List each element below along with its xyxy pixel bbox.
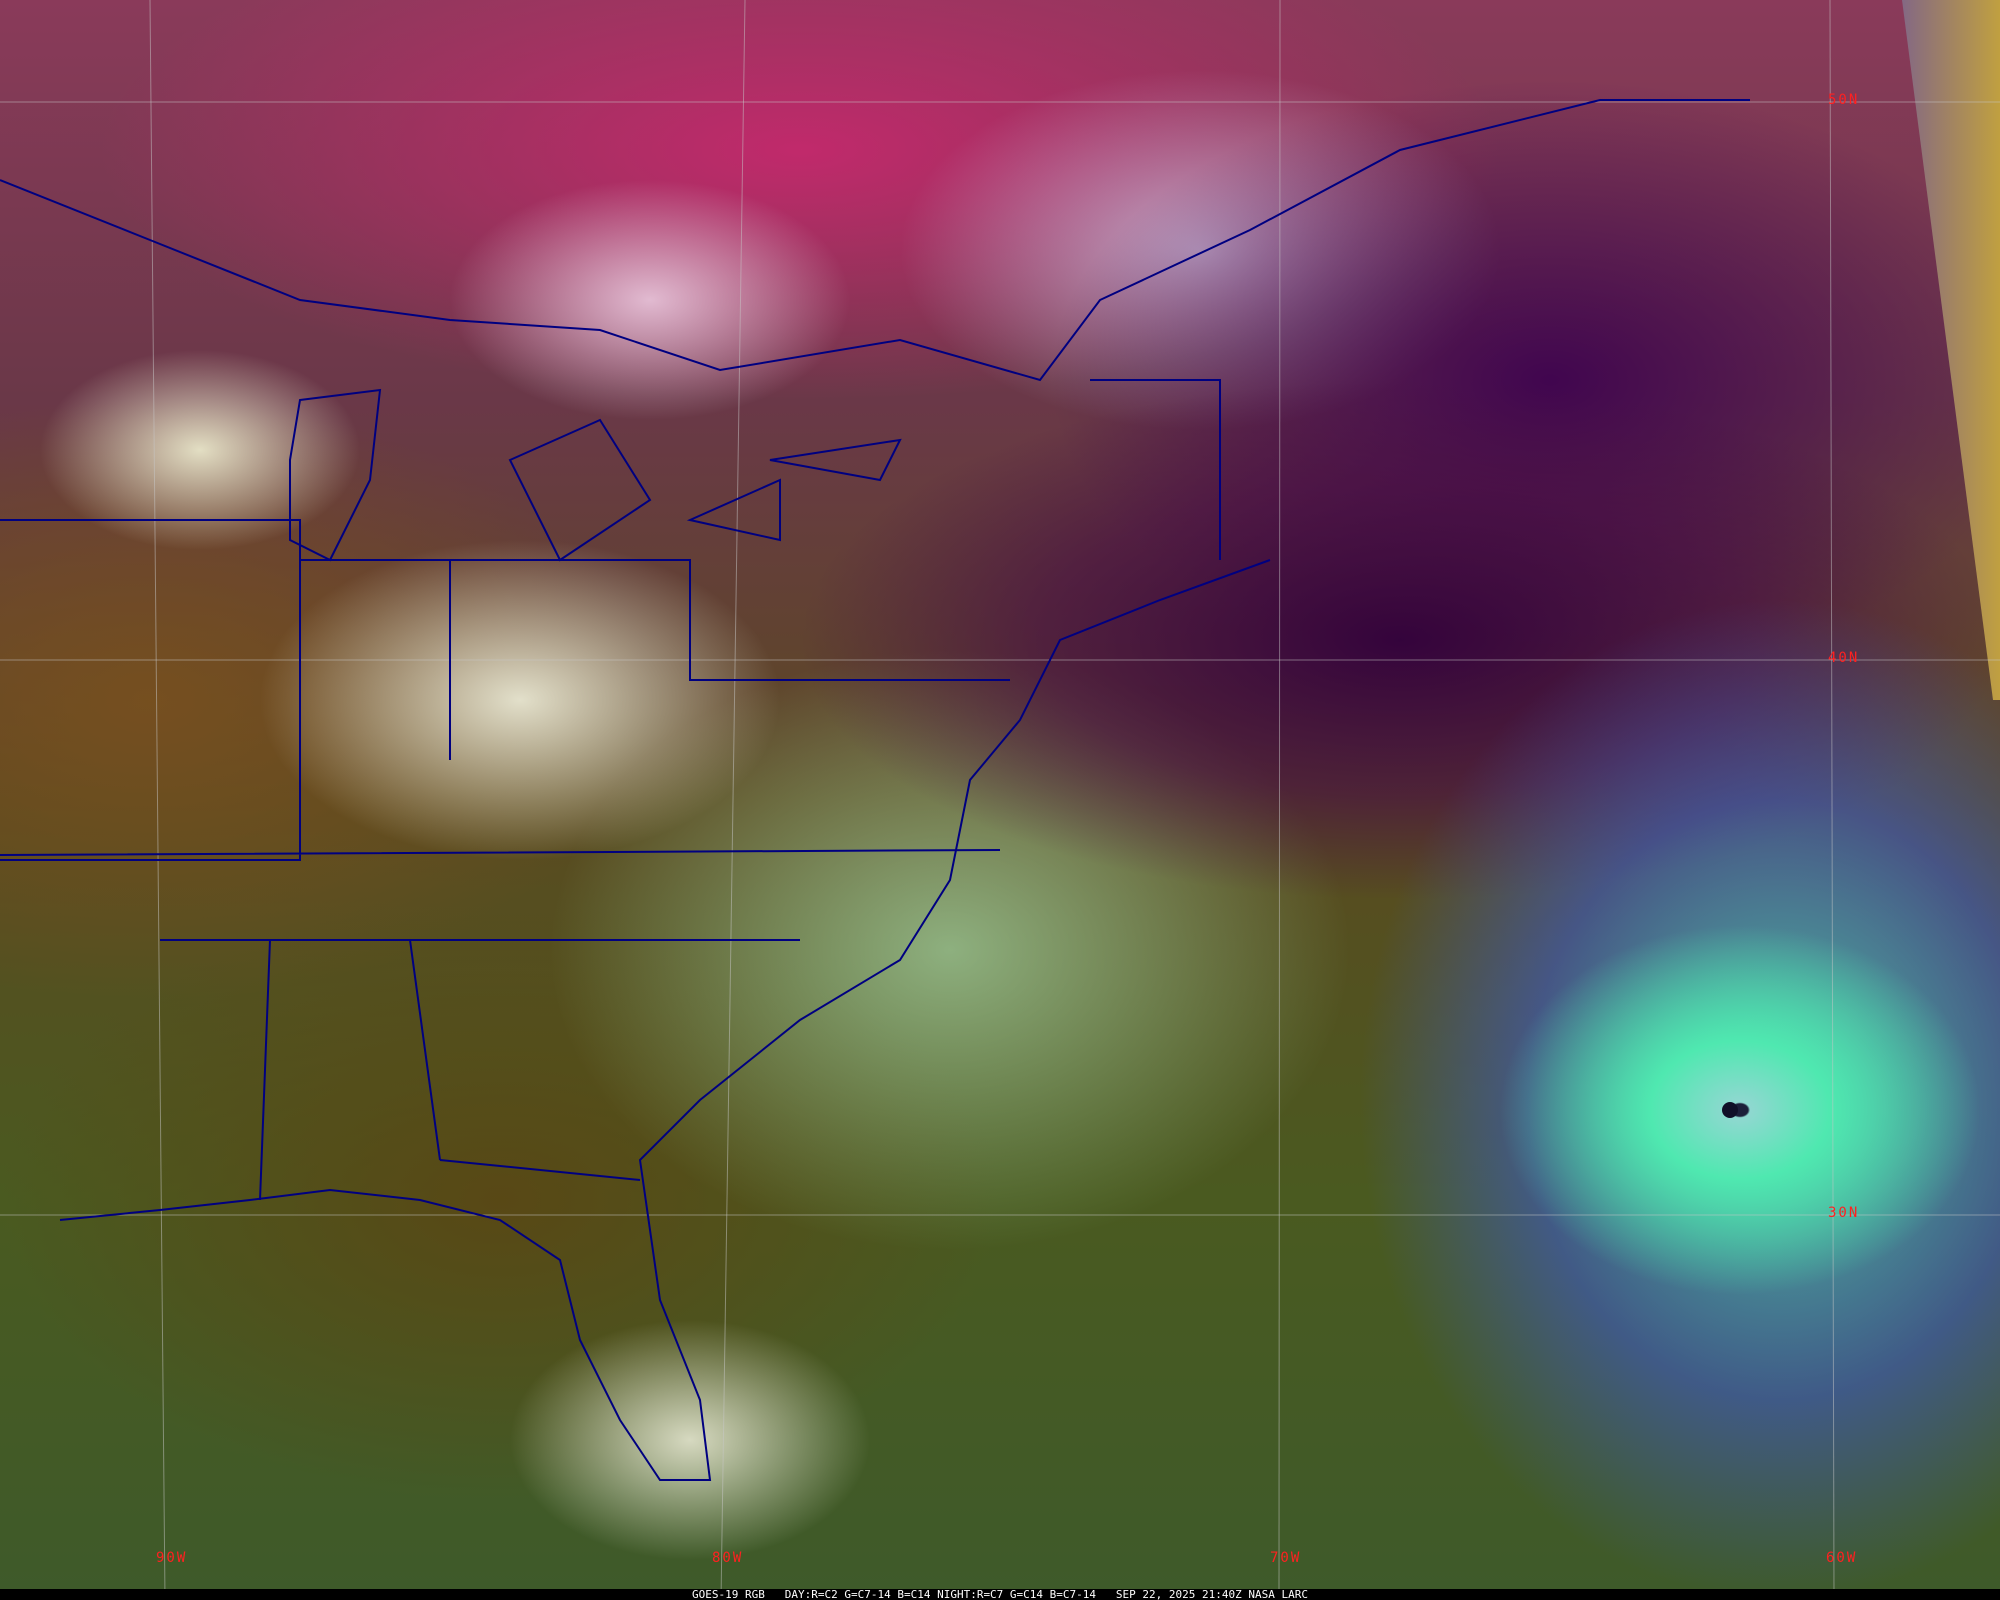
lake-michigan — [289, 388, 382, 562]
east-coast — [59, 559, 1271, 1481]
lon-line-60w — [1829, 0, 1835, 1600]
state-borders — [0, 379, 1221, 1201]
lon-line-70w — [1278, 0, 1281, 1600]
lat-label-50n: 50N — [1828, 92, 1860, 108]
lon-label-90w: 90W — [156, 1550, 188, 1566]
great-lakes — [508, 418, 902, 562]
image-caption: GOES-19 RGB DAY:R=C2 G=C7-14 B=C14 NIGHT… — [0, 1589, 2000, 1600]
coastlines-borders — [0, 99, 1750, 1481]
lon-line-80w — [720, 0, 746, 1600]
lat-label-30n: 30N — [1828, 1205, 1860, 1221]
lon-label-70w: 70W — [1270, 1550, 1302, 1566]
storm-eye — [1722, 1102, 1738, 1118]
lon-label-60w: 60W — [1826, 1550, 1858, 1566]
lon-line-90w — [149, 0, 166, 1600]
canada-border — [0, 99, 1750, 382]
lat-label-40n: 40N — [1828, 650, 1860, 666]
lon-label-80w: 80W — [712, 1550, 744, 1566]
